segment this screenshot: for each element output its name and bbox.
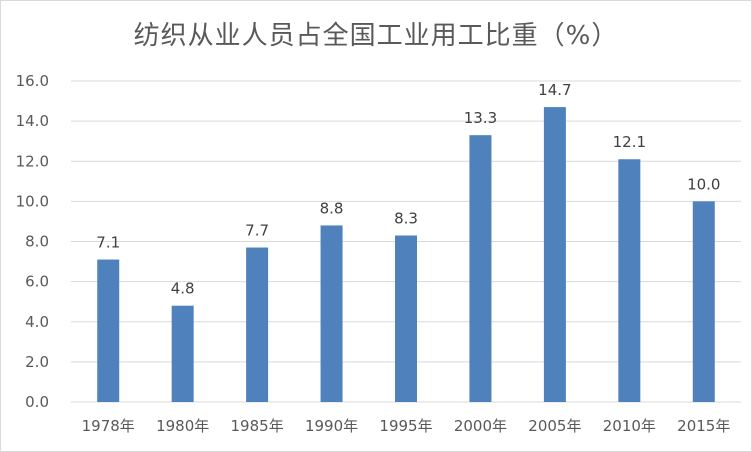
data-label: 7.7 (245, 222, 269, 240)
bar (469, 135, 492, 402)
y-tick-label: 6.0 (25, 273, 49, 291)
x-tick-label: 1990年 (305, 417, 358, 435)
y-tick-label: 10.0 (16, 192, 49, 210)
x-tick-label: 2015年 (677, 417, 730, 435)
bar (618, 159, 641, 402)
data-label: 14.7 (538, 81, 571, 99)
y-tick-label: 2.0 (25, 353, 49, 371)
x-tick-label: 2000年 (454, 417, 507, 435)
chart-title: 纺织从业人员占全国工业用工比重（%） (133, 21, 619, 51)
bar (543, 107, 566, 403)
bar (320, 225, 343, 402)
bar (171, 305, 194, 402)
y-tick-label: 14.0 (16, 112, 49, 130)
data-label: 13.3 (464, 109, 497, 127)
data-label: 7.1 (96, 234, 120, 252)
bar (395, 235, 417, 402)
x-tick-label: 2010年 (603, 417, 656, 435)
data-label: 12.1 (613, 133, 646, 151)
y-tick-label: 0.0 (25, 393, 49, 411)
x-tick-label: 1995年 (379, 417, 432, 435)
data-label: 4.8 (171, 280, 195, 298)
x-tick-label: 1978年 (82, 417, 135, 435)
y-tick-label: 8.0 (25, 233, 49, 251)
bar (97, 259, 120, 402)
x-tick-label: 1980年 (156, 417, 209, 435)
data-label: 10.0 (687, 175, 720, 193)
data-label: 8.8 (320, 199, 344, 217)
data-label: 8.3 (394, 209, 418, 227)
y-tick-label: 12.0 (16, 152, 49, 170)
x-tick-label: 1985年 (231, 417, 284, 435)
y-tick-label: 4.0 (25, 313, 49, 331)
x-tick-label: 2005年 (528, 417, 581, 435)
bar (692, 201, 715, 402)
y-tick-label: 16.0 (16, 72, 49, 90)
bar (246, 247, 269, 402)
